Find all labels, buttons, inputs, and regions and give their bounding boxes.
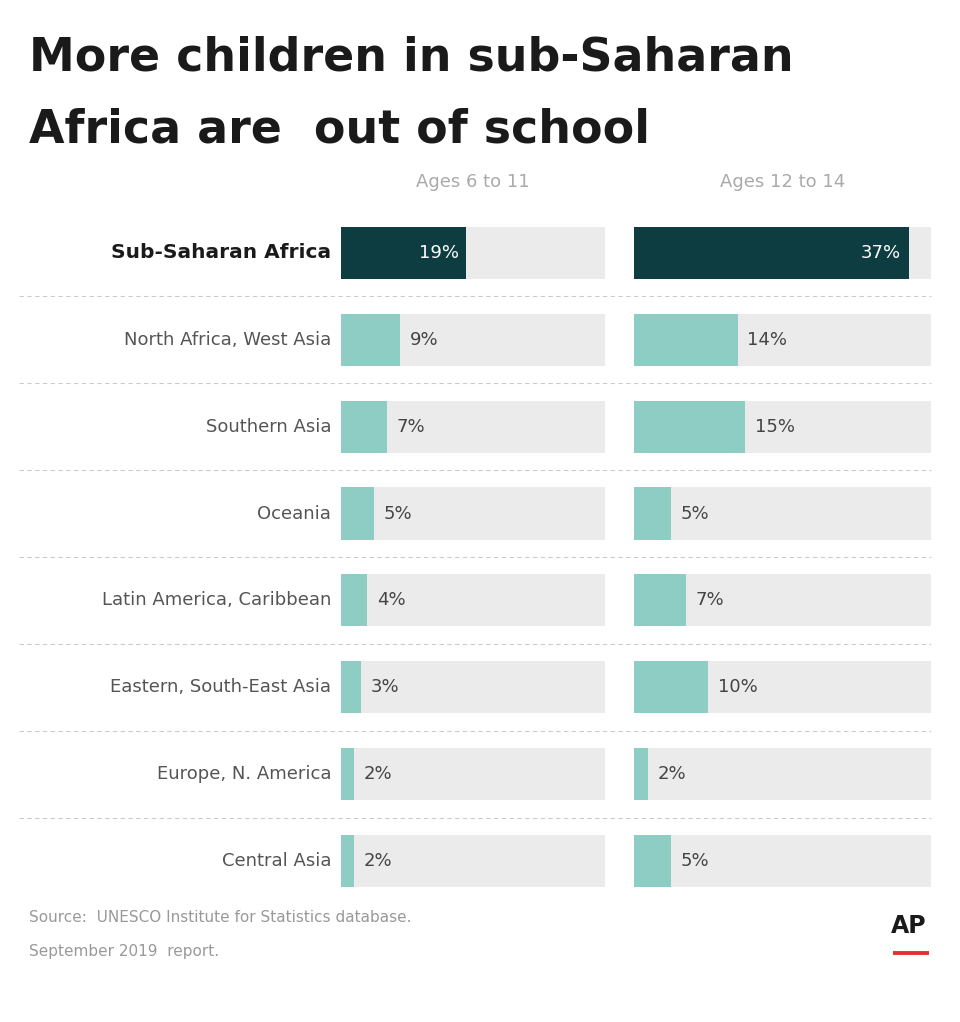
Bar [634, 227, 909, 279]
Text: 19%: 19% [419, 244, 459, 262]
Bar [341, 574, 367, 626]
Text: 2%: 2% [364, 765, 393, 783]
Text: More children in sub-Saharan: More children in sub-Saharan [29, 36, 793, 81]
Text: 2%: 2% [364, 852, 393, 870]
Text: Africa are  out of school: Africa are out of school [29, 107, 650, 152]
Bar [341, 661, 361, 713]
Text: 37%: 37% [861, 244, 901, 262]
Bar [634, 401, 745, 453]
Bar [634, 487, 931, 540]
Text: AP: AP [891, 915, 926, 938]
Text: Ages 12 to 14: Ages 12 to 14 [720, 173, 845, 191]
Text: 5%: 5% [681, 505, 709, 522]
Text: September 2019  report.: September 2019 report. [29, 943, 219, 959]
Bar [341, 487, 605, 540]
Bar [341, 835, 605, 887]
Bar [341, 314, 605, 366]
Bar [341, 835, 354, 887]
Bar [634, 487, 671, 540]
Text: 10%: 10% [718, 679, 757, 696]
Text: 4%: 4% [376, 592, 405, 609]
Bar [341, 401, 605, 453]
Bar [634, 314, 931, 366]
Bar [341, 748, 605, 800]
Text: Europe, N. America: Europe, N. America [156, 765, 331, 783]
Bar [341, 314, 400, 366]
Bar [634, 661, 708, 713]
Bar [634, 661, 931, 713]
Text: Source:  UNESCO Institute for Statistics database.: Source: UNESCO Institute for Statistics … [29, 910, 411, 925]
Bar [634, 748, 649, 800]
Text: 7%: 7% [695, 592, 724, 609]
Bar [634, 314, 737, 366]
Text: Eastern, South-East Asia: Eastern, South-East Asia [110, 679, 331, 696]
Bar [341, 661, 605, 713]
Bar [634, 401, 931, 453]
Bar [634, 227, 931, 279]
Bar [341, 401, 387, 453]
Bar [634, 574, 685, 626]
Text: 9%: 9% [410, 331, 439, 349]
Text: Southern Asia: Southern Asia [205, 418, 331, 435]
Text: 3%: 3% [371, 679, 398, 696]
Bar [341, 227, 467, 279]
Text: 5%: 5% [681, 852, 709, 870]
Text: North Africa, West Asia: North Africa, West Asia [124, 331, 331, 349]
Bar [634, 574, 931, 626]
Text: 15%: 15% [755, 418, 795, 435]
Bar [341, 227, 605, 279]
Bar [634, 748, 931, 800]
Text: 5%: 5% [383, 505, 412, 522]
Text: Ages 6 to 11: Ages 6 to 11 [416, 173, 530, 191]
Text: 14%: 14% [747, 331, 787, 349]
Text: Latin America, Caribbean: Latin America, Caribbean [102, 592, 331, 609]
Bar [341, 574, 605, 626]
Bar [341, 748, 354, 800]
Bar [341, 487, 373, 540]
Bar [634, 835, 671, 887]
Text: Oceania: Oceania [257, 505, 331, 522]
Text: 2%: 2% [659, 765, 686, 783]
Bar [634, 835, 931, 887]
Text: Central Asia: Central Asia [222, 852, 331, 870]
Text: Sub-Saharan Africa: Sub-Saharan Africa [111, 243, 331, 263]
Text: 7%: 7% [396, 418, 425, 435]
